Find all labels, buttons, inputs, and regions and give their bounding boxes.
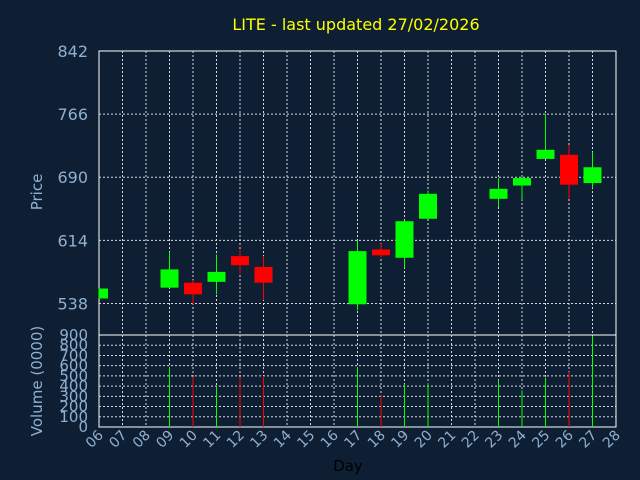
day-tick-labels: 06 07 08 09 10 11 12 13 14 15 16 17 18 19 20 21 22 23 24 25… <box>83 427 624 451</box>
candle <box>489 178 508 208</box>
price-tick-label: 690 <box>57 168 88 187</box>
candle <box>207 254 226 295</box>
price-axis-label: Price <box>28 174 46 211</box>
volume-tick-label: 400 <box>59 377 88 395</box>
price-tick-label: 766 <box>57 105 88 124</box>
volume-tick-label: 100 <box>59 408 88 426</box>
candle <box>231 249 249 274</box>
day-tick-label: 10 <box>177 428 201 452</box>
candle <box>372 243 390 258</box>
candle-body <box>560 154 578 185</box>
candle-body <box>160 269 179 288</box>
candle <box>419 190 437 219</box>
day-tick-label: 18 <box>365 428 389 452</box>
candle-body <box>419 193 437 219</box>
price-tick-label: 614 <box>57 231 88 250</box>
day-tick-label: 25 <box>529 428 553 452</box>
candle-body <box>184 282 202 295</box>
price-panel: 538 614 690 766 842 <box>57 42 617 336</box>
day-tick-label: 07 <box>106 428 130 452</box>
volume-tick-label: 500 <box>59 367 88 385</box>
day-tick-label: 27 <box>576 428 600 452</box>
candle <box>348 240 367 311</box>
candle <box>395 220 414 268</box>
day-tick-label: 28 <box>600 428 624 452</box>
day-tick-label: 09 <box>153 428 177 452</box>
candle-body <box>254 266 273 283</box>
day-tick-label: 15 <box>294 428 318 452</box>
day-tick-label: 24 <box>506 427 530 451</box>
day-tick-label: 22 <box>459 428 483 452</box>
volume-tick-label: 200 <box>59 398 88 416</box>
volume-tick-label: 300 <box>59 387 88 405</box>
volume-tick-label: 0 <box>78 418 88 436</box>
day-tick-label: 11 <box>200 428 224 452</box>
volume-tick-label: 700 <box>59 346 88 364</box>
day-tick-label: 12 <box>224 428 248 452</box>
price-tick-label: 842 <box>57 42 88 61</box>
candle-body <box>372 249 390 256</box>
candle-body <box>348 251 367 305</box>
candle-body <box>99 288 108 299</box>
candle <box>254 256 273 301</box>
day-tick-label: 19 <box>388 428 412 452</box>
candle <box>98 288 108 299</box>
day-tick-label: 21 <box>435 428 459 452</box>
day-tick-label: 16 <box>318 427 342 451</box>
volume-axis-label: Volume (0000) <box>28 326 46 436</box>
x-axis-label: Day <box>333 457 363 475</box>
candle <box>583 152 602 189</box>
candle-body <box>513 178 531 186</box>
day-tick-label: 13 <box>247 428 271 452</box>
candle-body <box>231 256 249 266</box>
day-tick-label: 20 <box>412 428 436 452</box>
candle-body <box>207 271 226 282</box>
candle-body <box>489 188 508 199</box>
price-tick-label: 538 <box>57 294 88 313</box>
candle-body <box>583 167 602 184</box>
volume-bars <box>169 336 593 427</box>
candle <box>160 251 179 288</box>
candle <box>184 280 202 305</box>
candles <box>98 114 602 311</box>
candle <box>536 114 555 159</box>
candle <box>560 144 578 199</box>
day-tick-label: 23 <box>482 428 506 452</box>
volume-tick-label: 900 <box>59 326 88 344</box>
chart-title: LITE - last updated 27/02/2026 <box>232 15 479 34</box>
day-tick-label: 26 <box>553 427 577 451</box>
candle <box>513 176 531 200</box>
day-tick-label: 14 <box>271 427 295 451</box>
volume-tick-label: 800 <box>59 336 88 354</box>
candle-body <box>395 221 414 258</box>
volume-tick-label: 600 <box>59 357 88 375</box>
price-tick-labels: 538 614 690 766 842 <box>57 42 88 313</box>
candle-body <box>536 149 555 159</box>
day-tick-label: 08 <box>130 428 154 452</box>
day-tick-label: 17 <box>341 428 365 452</box>
